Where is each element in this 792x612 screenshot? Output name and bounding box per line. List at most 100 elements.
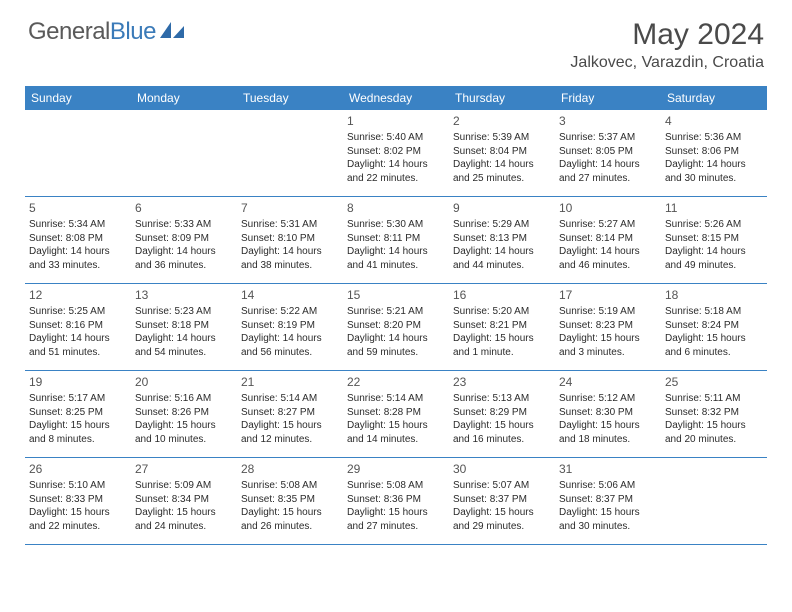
day-number: 6 <box>135 200 233 216</box>
daylight-line: Daylight: 14 hours and 36 minutes. <box>135 245 233 272</box>
day-cell <box>661 458 767 544</box>
day-cell: 9Sunrise: 5:29 AMSunset: 8:13 PMDaylight… <box>449 197 555 283</box>
sunrise-line: Sunrise: 5:33 AM <box>135 218 233 232</box>
day-cell: 14 Sunrise: 5:22 AMSunset: 8:19 PMDayligh… <box>237 284 343 370</box>
sunrise-line: Sunrise: 5:16 AM <box>135 392 233 406</box>
daylight-line: Daylight: 14 hours and 59 minutes. <box>347 332 445 359</box>
day-cell: 20Sunrise: 5:16 AMSunset: 8:26 PMDayligh… <box>131 371 237 457</box>
sunrise-line: Sunrise: 5:10 AM <box>29 479 127 493</box>
sunrise-line: Sunrise: 5:13 AM <box>453 392 551 406</box>
day-cell: 12Sunrise: 5:25 AMSunset: 8:16 PMDayligh… <box>25 284 131 370</box>
sunrise-line: Sunrise: 5:34 AM <box>29 218 127 232</box>
sunset-line: Sunset: 8:29 PM <box>453 406 551 420</box>
sunset-line: Sunset: 8:20 PM <box>347 319 445 333</box>
daylight-line: Daylight: 14 hours and 56 minutes. <box>241 332 339 359</box>
sunset-line: Sunset: 8:08 PM <box>29 232 127 246</box>
day-cell: 5 Sunrise: 5:34 AMSunset: 8:08 PMDaylight… <box>25 197 131 283</box>
sunrise-line: Sunrise: 5:30 AM <box>347 218 445 232</box>
daylight-line: Daylight: 15 hours and 8 minutes. <box>29 419 127 446</box>
day-number: 24 <box>559 374 657 390</box>
sunset-line: Sunset: 8:23 PM <box>559 319 657 333</box>
sunrise-line: Sunrise: 5:08 AM <box>347 479 445 493</box>
sunrise-line: Sunrise: 5:09 AM <box>135 479 233 493</box>
day-cell: 17 Sunrise: 5:19 AMSunset: 8:23 PMDayligh… <box>555 284 661 370</box>
daylight-line: Daylight: 15 hours and 1 minute. <box>453 332 551 359</box>
daylight-line: Daylight: 15 hours and 18 minutes. <box>559 419 657 446</box>
sunset-line: Sunset: 8:11 PM <box>347 232 445 246</box>
daylight-line: Daylight: 14 hours and 33 minutes. <box>29 245 127 272</box>
sunset-line: Sunset: 8:25 PM <box>29 406 127 420</box>
daylight-line: Daylight: 15 hours and 30 minutes. <box>559 506 657 533</box>
month-title: May 2024 <box>570 18 764 52</box>
weeks-container: 1Sunrise: 5:40 AMSunset: 8:02 PMDaylight… <box>25 110 767 545</box>
day-number: 15 <box>347 287 445 303</box>
day-cell: 10Sunrise: 5:27 AMSunset: 8:14 PMDayligh… <box>555 197 661 283</box>
day-number: 21 <box>241 374 339 390</box>
logo: GeneralBlue <box>28 18 186 46</box>
daylight-line: Daylight: 15 hours and 16 minutes. <box>453 419 551 446</box>
sunset-line: Sunset: 8:02 PM <box>347 145 445 159</box>
daylight-line: Daylight: 14 hours and 46 minutes. <box>559 245 657 272</box>
daylight-line: Daylight: 14 hours and 38 minutes. <box>241 245 339 272</box>
sunrise-line: Sunrise: 5:37 AM <box>559 131 657 145</box>
week-row: 12Sunrise: 5:25 AMSunset: 8:16 PMDayligh… <box>25 284 767 371</box>
day-cell: 28Sunrise: 5:08 AMSunset: 8:35 PMDayligh… <box>237 458 343 544</box>
day-header-cell: Sunday <box>25 86 131 110</box>
logo-sail-icon <box>160 20 186 45</box>
daylight-line: Daylight: 15 hours and 3 minutes. <box>559 332 657 359</box>
sunset-line: Sunset: 8:05 PM <box>559 145 657 159</box>
sunrise-line: Sunrise: 5:14 AM <box>241 392 339 406</box>
daylight-line: Daylight: 14 hours and 54 minutes. <box>135 332 233 359</box>
sunset-line: Sunset: 8:16 PM <box>29 319 127 333</box>
sunset-line: Sunset: 8:34 PM <box>135 493 233 507</box>
day-cell: 4Sunrise: 5:36 AMSunset: 8:06 PMDaylight… <box>661 110 767 196</box>
sunset-line: Sunset: 8:19 PM <box>241 319 339 333</box>
day-cell: 16Sunrise: 5:20 AMSunset: 8:21 PMDayligh… <box>449 284 555 370</box>
day-number: 29 <box>347 461 445 477</box>
day-cell <box>237 110 343 196</box>
day-number: 2 <box>453 113 551 129</box>
sunset-line: Sunset: 8:15 PM <box>665 232 763 246</box>
location: Jalkovec, Varazdin, Croatia <box>570 54 764 72</box>
sunrise-line: Sunrise: 5:29 AM <box>453 218 551 232</box>
day-number: 31 <box>559 461 657 477</box>
sunset-line: Sunset: 8:27 PM <box>241 406 339 420</box>
sunrise-line: Sunrise: 5:19 AM <box>559 305 657 319</box>
day-number: 17 <box>559 287 657 303</box>
day-number: 23 <box>453 374 551 390</box>
day-number: 5 <box>29 200 127 216</box>
sunrise-line: Sunrise: 5:20 AM <box>453 305 551 319</box>
daylight-line: Daylight: 14 hours and 27 minutes. <box>559 158 657 185</box>
day-number: 25 <box>665 374 763 390</box>
day-cell: 18Sunrise: 5:18 AMSunset: 8:24 PMDayligh… <box>661 284 767 370</box>
sunset-line: Sunset: 8:24 PM <box>665 319 763 333</box>
daylight-line: Daylight: 15 hours and 12 minutes. <box>241 419 339 446</box>
sunset-line: Sunset: 8:10 PM <box>241 232 339 246</box>
sunset-line: Sunset: 8:06 PM <box>665 145 763 159</box>
sunrise-line: Sunrise: 5:14 AM <box>347 392 445 406</box>
sunrise-line: Sunrise: 5:27 AM <box>559 218 657 232</box>
day-cell: 22Sunrise: 5:14 AMSunset: 8:28 PMDayligh… <box>343 371 449 457</box>
sunset-line: Sunset: 8:04 PM <box>453 145 551 159</box>
day-cell <box>25 110 131 196</box>
day-cell: 29Sunrise: 5:08 AMSunset: 8:36 PMDayligh… <box>343 458 449 544</box>
calendar: SundayMondayTuesdayWednesdayThursdayFrid… <box>25 86 767 545</box>
sunset-line: Sunset: 8:36 PM <box>347 493 445 507</box>
day-number: 14 <box>241 287 339 303</box>
title-block: May 2024 Jalkovec, Varazdin, Croatia <box>570 18 764 72</box>
day-number: 9 <box>453 200 551 216</box>
logo-text: GeneralBlue <box>28 18 156 46</box>
day-header-row: SundayMondayTuesdayWednesdayThursdayFrid… <box>25 86 767 110</box>
sunrise-line: Sunrise: 5:22 AM <box>241 305 339 319</box>
logo-word-1: General <box>28 18 110 45</box>
day-header-cell: Saturday <box>661 86 767 110</box>
sunrise-line: Sunrise: 5:31 AM <box>241 218 339 232</box>
day-number: 11 <box>665 200 763 216</box>
day-cell: 27Sunrise: 5:09 AMSunset: 8:34 PMDayligh… <box>131 458 237 544</box>
sunrise-line: Sunrise: 5:08 AM <box>241 479 339 493</box>
daylight-line: Daylight: 14 hours and 30 minutes. <box>665 158 763 185</box>
day-cell: 11Sunrise: 5:26 AMSunset: 8:15 PMDayligh… <box>661 197 767 283</box>
week-row: 26Sunrise: 5:10 AMSunset: 8:33 PMDayligh… <box>25 458 767 545</box>
sunrise-line: Sunrise: 5:40 AM <box>347 131 445 145</box>
sunrise-line: Sunrise: 5:06 AM <box>559 479 657 493</box>
